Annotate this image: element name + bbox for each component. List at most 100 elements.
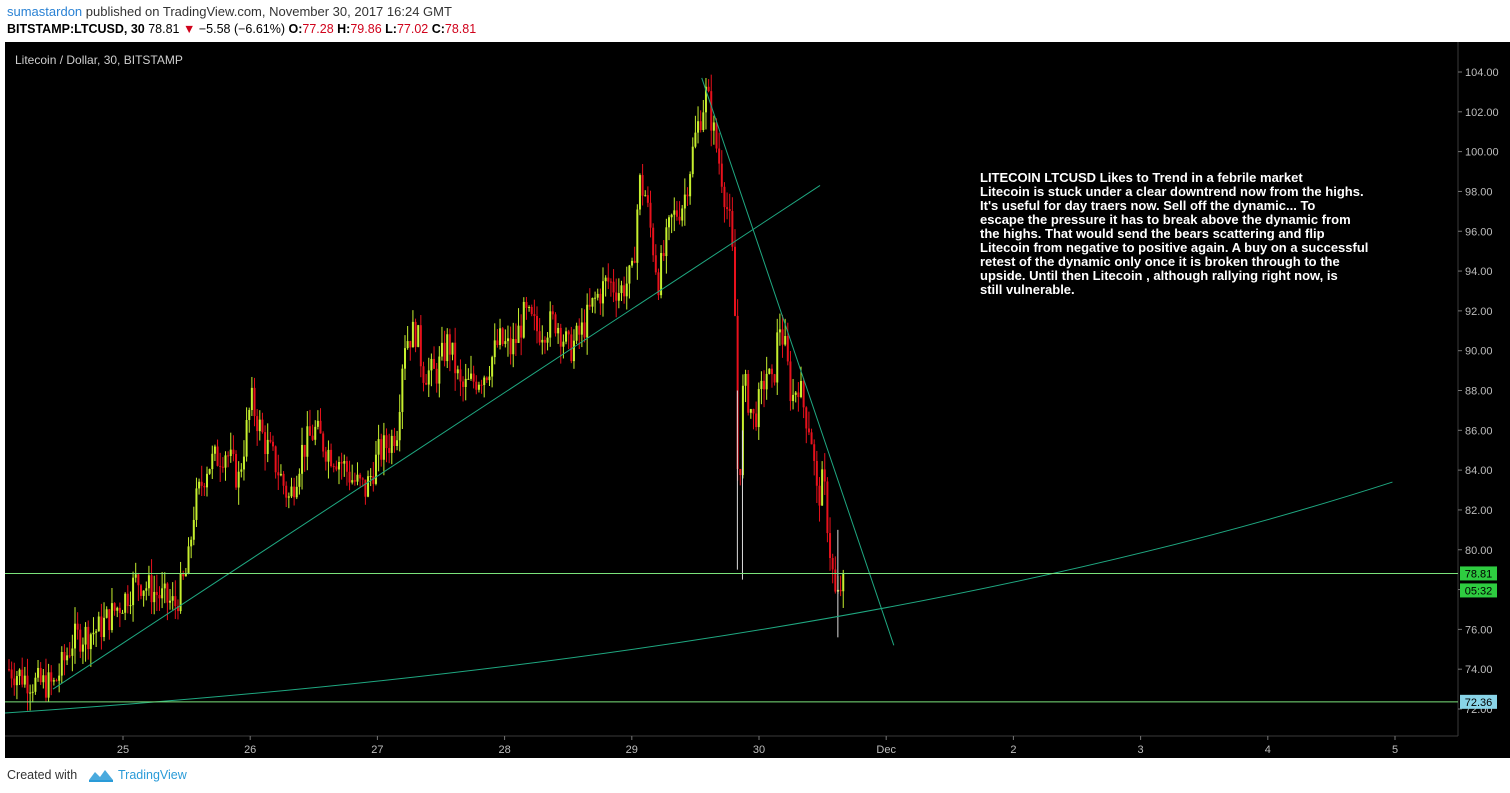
candle-body xyxy=(509,338,512,355)
x-tick-label: 30 xyxy=(753,744,765,756)
candle-body xyxy=(747,373,750,413)
tradingview-link[interactable]: TradingView xyxy=(118,768,187,782)
candle-body xyxy=(739,468,742,476)
candle-body xyxy=(26,675,29,694)
candle-body xyxy=(425,382,428,385)
candle-body xyxy=(660,253,663,296)
candle-body xyxy=(92,632,95,635)
candle-body xyxy=(285,485,288,498)
y-tick-label: 80.00 xyxy=(1465,545,1493,557)
candle-body xyxy=(87,626,90,650)
candle-body xyxy=(374,454,377,484)
candle-body xyxy=(335,466,338,470)
candle-body xyxy=(800,380,802,398)
close-value: 78.81 xyxy=(444,22,477,36)
time-axis[interactable] xyxy=(5,736,1510,758)
candle-body xyxy=(364,479,367,497)
candle-body xyxy=(256,416,259,432)
candle-body xyxy=(707,86,710,92)
candle-body xyxy=(454,342,457,374)
candle-body xyxy=(227,455,230,457)
ohlc-line: BITSTAMP:LTCUSD, 30 78.81 ▼ −5.58 (−6.61… xyxy=(7,22,476,36)
candle-body xyxy=(620,285,623,294)
candle-body xyxy=(565,331,568,342)
candle-body xyxy=(192,519,195,540)
candle-body xyxy=(314,426,317,440)
footer: Created with TradingView xyxy=(0,758,1510,793)
candle-body xyxy=(240,469,243,472)
candle-body xyxy=(84,626,87,645)
annotation-line-3: It's useful for day traers now. Sell off… xyxy=(980,198,1315,213)
y-tick-label: 90.00 xyxy=(1465,346,1493,358)
candle-body xyxy=(242,456,245,470)
falling-trendline[interactable] xyxy=(701,77,895,646)
candle-body xyxy=(646,195,649,203)
candle-body xyxy=(712,122,715,131)
candle-body xyxy=(380,439,383,460)
candle-body xyxy=(155,591,158,596)
candle-body xyxy=(71,648,74,656)
candle-body xyxy=(578,325,581,335)
candle-body xyxy=(176,606,179,612)
x-tick-label: 2 xyxy=(1010,744,1016,756)
candle-body xyxy=(31,691,34,693)
plot-area[interactable] xyxy=(5,42,1458,736)
candle-body xyxy=(821,469,824,506)
candle-body xyxy=(47,672,50,698)
candle-body xyxy=(60,651,63,676)
y-tick-label: 102.00 xyxy=(1465,107,1499,119)
candle-body xyxy=(290,486,293,497)
candle-body xyxy=(219,465,222,467)
candle-body xyxy=(417,325,420,347)
tradingview-logo-icon[interactable] xyxy=(88,767,114,783)
candle-body xyxy=(208,469,211,474)
last-value: 78.81 xyxy=(148,22,180,36)
candle-body xyxy=(150,575,153,603)
countdown-label: 05:32 xyxy=(1465,585,1493,597)
long-support-curve[interactable] xyxy=(4,481,1393,714)
candle-body xyxy=(443,342,446,362)
candle-body xyxy=(385,435,388,449)
candle-body xyxy=(528,307,531,309)
candle-body xyxy=(10,669,13,679)
candle-body xyxy=(414,321,417,347)
candle-body xyxy=(63,651,66,661)
price-axis[interactable] xyxy=(1458,42,1510,736)
candle-body xyxy=(401,368,404,412)
candle-body xyxy=(23,675,26,685)
y-tick-label: 98.00 xyxy=(1465,186,1493,198)
x-tick-label: 25 xyxy=(117,744,129,756)
candle-body xyxy=(786,336,789,362)
rising-trendline-1[interactable] xyxy=(52,185,821,690)
candle-body xyxy=(8,669,10,671)
idea-annotation[interactable]: LITECOIN LTCUSD Likes to Trend in a febr… xyxy=(980,170,1368,297)
candle-body xyxy=(575,325,578,341)
low-value: 77.02 xyxy=(396,22,429,36)
candle-body xyxy=(163,583,166,589)
candle-body xyxy=(586,304,589,338)
candle-body xyxy=(794,392,797,395)
price-chart[interactable]: 104.00 102.00 100.00 98.00 96.00 94.00 92.00 90… xyxy=(0,42,1510,758)
y-tick-label: 84.00 xyxy=(1465,465,1493,477)
candle-body xyxy=(710,91,713,131)
x-tick-label: 28 xyxy=(498,744,510,756)
candle-body xyxy=(765,373,768,390)
annotation-line-2: Litecoin is stuck under a clear downtren… xyxy=(980,184,1364,199)
time-axis-labels: 25 26 27 28 29 30 Dec 2 3 4 5 xyxy=(117,736,1398,756)
x-tick-label: 5 xyxy=(1392,744,1398,756)
candle-body xyxy=(480,384,483,386)
candle-body xyxy=(435,368,438,384)
candle-body xyxy=(440,342,443,357)
candle-body xyxy=(533,314,536,316)
author-link[interactable]: sumastardon xyxy=(7,4,83,19)
candle-body xyxy=(169,600,172,603)
candle-body xyxy=(673,210,676,215)
candle-body xyxy=(530,307,533,315)
candle-body xyxy=(520,325,523,338)
candle-body xyxy=(776,332,779,383)
candle-body xyxy=(448,334,451,355)
candle-body xyxy=(477,384,480,390)
candle-body xyxy=(279,473,282,476)
candle-body xyxy=(602,281,604,304)
candle-body xyxy=(797,392,800,398)
